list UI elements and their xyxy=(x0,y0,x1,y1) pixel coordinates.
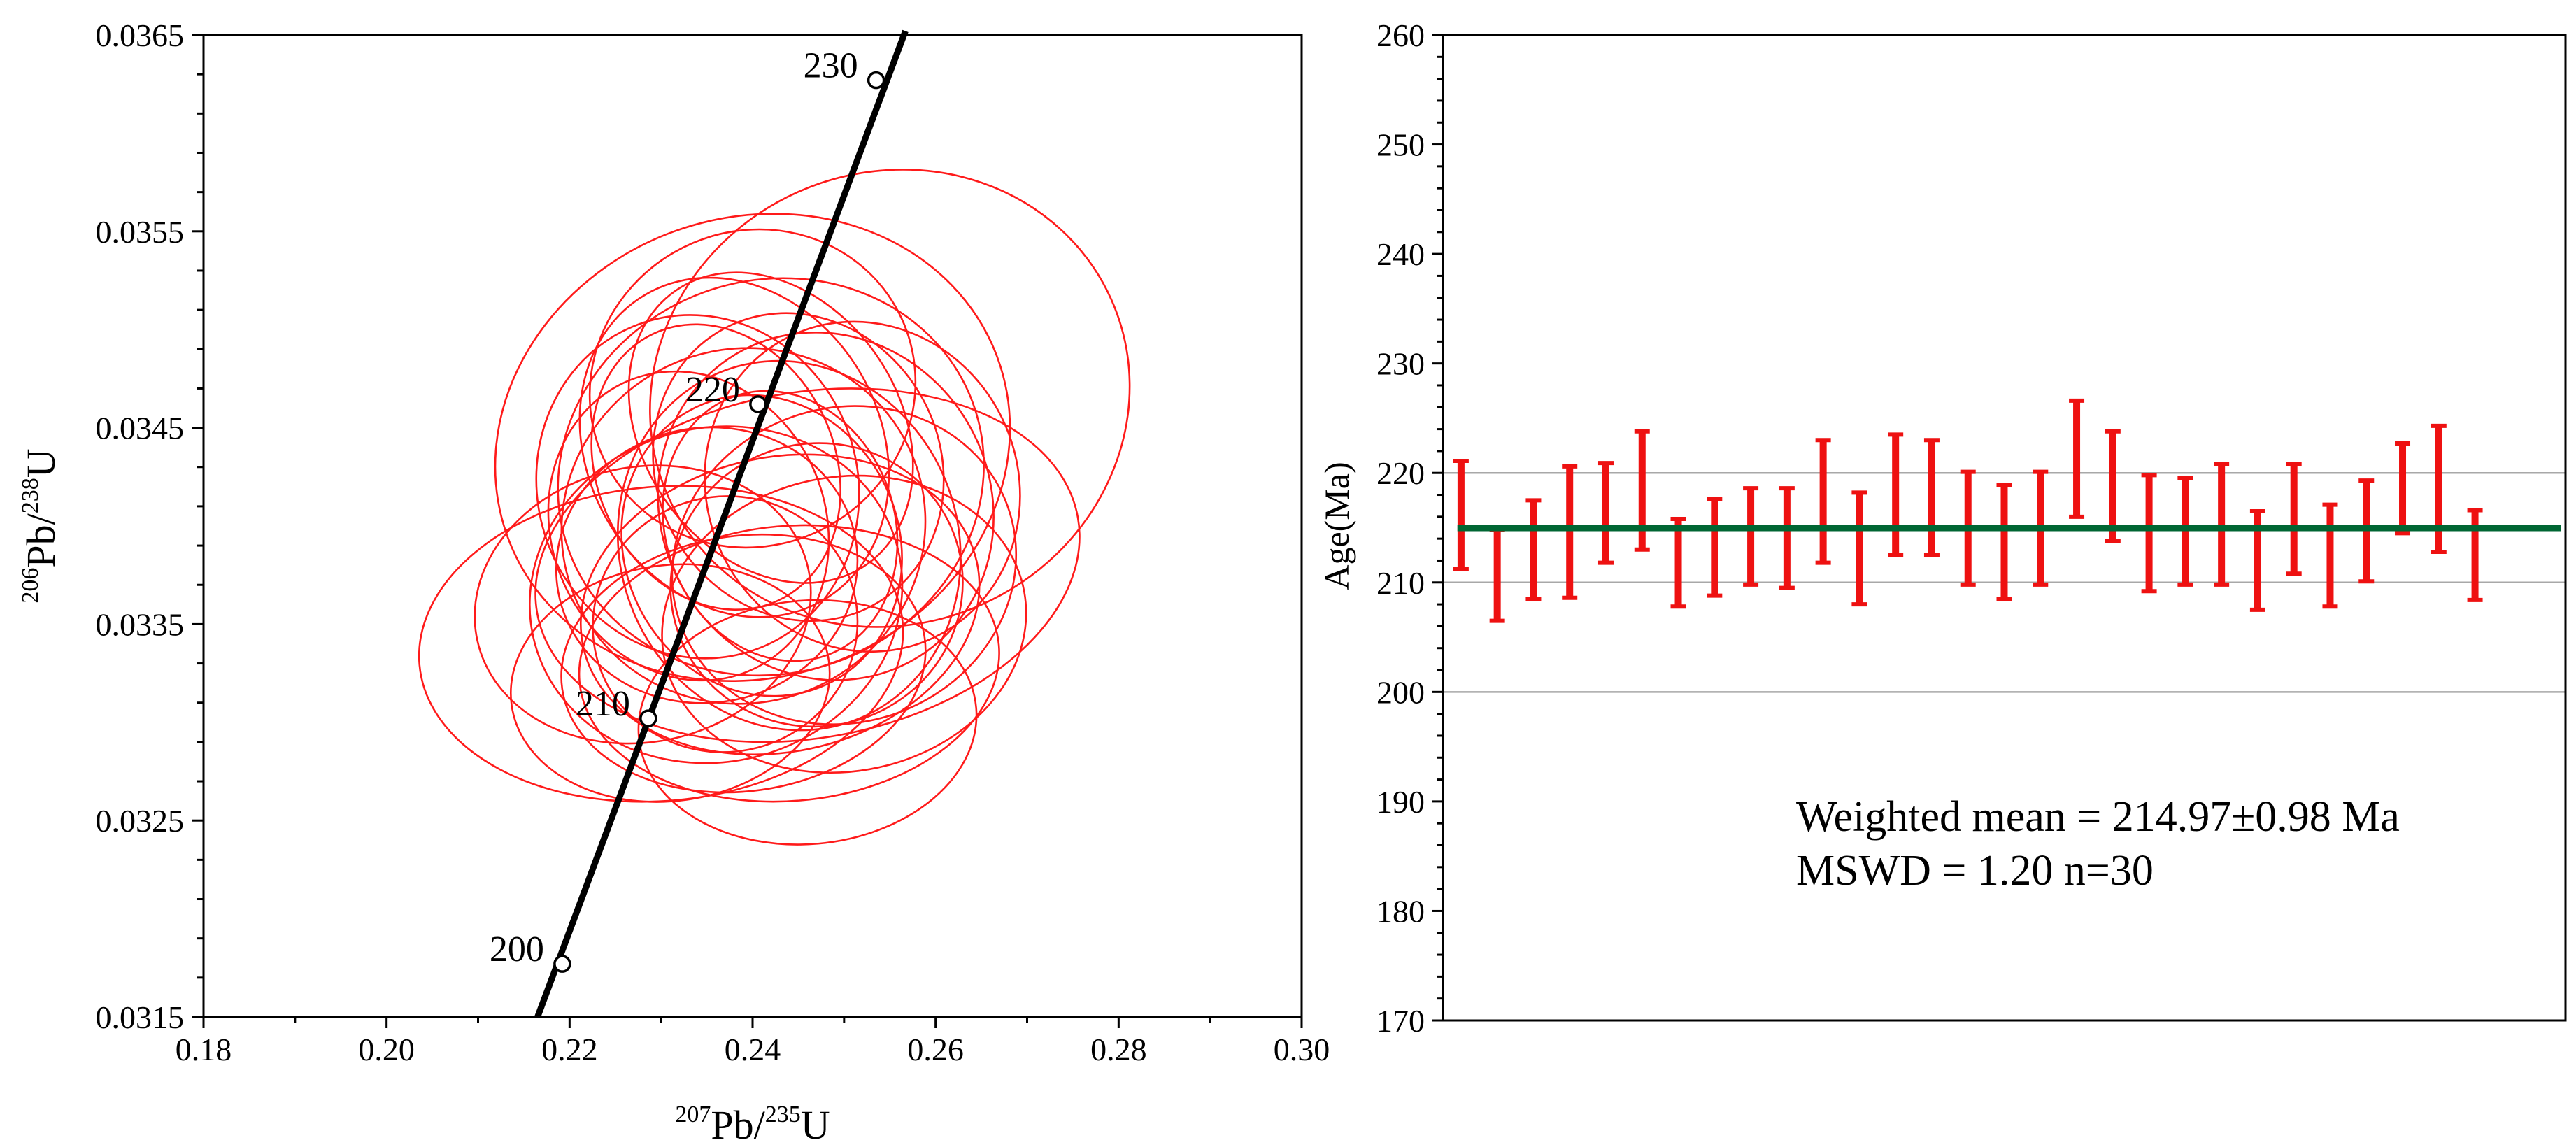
concordia-age-marker xyxy=(749,395,767,413)
weighted-mean-y-ticks: 170 180 190 200 210 220 230 240 250 260 xyxy=(1376,17,1443,1039)
concordia-x-tick-label: 0.24 xyxy=(725,1032,781,1067)
concordia-x-tick-label: 0.30 xyxy=(1274,1032,1330,1067)
age-error-bar xyxy=(1707,497,1723,598)
error-ellipse xyxy=(616,359,962,732)
age-error-bar xyxy=(2431,423,2447,554)
concordia-y-tick-label: 0.0365 xyxy=(96,17,185,53)
age-error-bar xyxy=(2214,462,2230,587)
concordia-x-ticks: 0.18 0.20 0.22 0.24 0.26 0.28 0.30 xyxy=(176,1017,1330,1067)
concordia-x-tick-label: 0.20 xyxy=(358,1032,415,1067)
weighted-mean-y-axis-title: Age(Ma) xyxy=(1317,462,1356,590)
age-error-bar xyxy=(2177,476,2193,587)
age-error-bar xyxy=(2322,502,2338,609)
error-ellipse xyxy=(510,563,831,803)
concordia-y-tick-label: 0.0355 xyxy=(96,214,185,250)
concordia-y-tick-label: 0.0325 xyxy=(96,803,185,839)
error-ellipse xyxy=(560,533,927,794)
concordia-age-markers: 200 210 220 230 xyxy=(490,46,885,973)
weighted-mean-y-tick-label: 170 xyxy=(1376,1003,1425,1039)
age-error-bar xyxy=(1634,429,1650,552)
concordia-age-marker xyxy=(553,955,571,973)
age-error-bar xyxy=(1670,516,1686,609)
error-ellipse xyxy=(649,169,1131,628)
weighted-mean-plot-frame xyxy=(1442,34,2567,1022)
weighted-mean-y-tick-label: 190 xyxy=(1376,784,1425,820)
error-ellipse xyxy=(547,370,830,682)
weighted-mean-y-tick-label: 180 xyxy=(1376,893,1425,929)
age-error-bar xyxy=(1743,486,1759,587)
weighted-mean-y-tick-label: 220 xyxy=(1376,455,1425,491)
concordia-ellipses xyxy=(418,169,1131,846)
concordia-y-tick-label: 0.0345 xyxy=(96,411,185,446)
concordia-x-tick-label: 0.26 xyxy=(907,1032,964,1067)
error-ellipse xyxy=(661,474,1027,774)
error-ellipse xyxy=(590,323,841,611)
age-error-bar xyxy=(1815,438,1831,565)
weighted-mean-plot: 170 180 190 200 210 220 230 240 250 260 Age(Ma) W… xyxy=(1317,17,2567,1039)
mswd-annotation: MSWD = 1.20 n=30 xyxy=(1796,847,2154,895)
weighted-mean-y-tick-label: 250 xyxy=(1376,127,1425,163)
concordia-y-tick-label: 0.0315 xyxy=(96,999,185,1035)
error-ellipse xyxy=(662,390,899,662)
weighted-mean-annotation: Weighted mean = 214.97±0.98 Ma xyxy=(1796,793,2400,841)
weighted-mean-y-tick-label: 240 xyxy=(1376,236,1425,272)
error-ellipse xyxy=(669,442,964,728)
age-error-bar xyxy=(1888,432,1904,557)
concordia-x-axis-title: 207Pb/235U xyxy=(675,1102,830,1147)
age-error-bar xyxy=(2395,441,2411,536)
age-error-bar xyxy=(2141,473,2157,594)
error-ellipse xyxy=(534,387,1081,743)
age-error-bar xyxy=(1562,464,1578,600)
error-ellipse xyxy=(578,524,1000,803)
error-ellipse xyxy=(578,276,890,618)
concordia-age-label: 220 xyxy=(685,370,740,410)
concordia-age-marker xyxy=(867,71,885,90)
error-ellipse xyxy=(620,394,903,697)
age-error-bar xyxy=(2467,508,2483,602)
error-ellipse xyxy=(627,271,914,584)
concordia-y-tick-label: 0.0335 xyxy=(96,606,185,642)
concordia-age-label: 210 xyxy=(576,684,630,724)
concordia-age-marker xyxy=(639,709,657,727)
concordia-plot: 0.18 0.20 0.22 0.24 0.26 0.28 0.30 0.0315 0.032… xyxy=(17,17,1330,1147)
age-error-bar xyxy=(1779,486,1795,590)
concordia-x-tick-label: 0.22 xyxy=(541,1032,598,1067)
concordia-age-label: 200 xyxy=(490,929,544,969)
error-ellipse xyxy=(560,347,927,705)
weighted-mean-y-tick-label: 260 xyxy=(1376,17,1425,53)
concordia-curve xyxy=(534,29,909,1018)
age-error-bar xyxy=(1489,527,1505,623)
age-error-bar xyxy=(2105,429,2121,543)
concordia-x-tick-label: 0.28 xyxy=(1090,1032,1147,1067)
age-error-bar xyxy=(1996,483,2012,601)
age-error-bar xyxy=(1525,498,1542,601)
error-ellipse xyxy=(592,495,859,753)
weighted-mean-y-tick-label: 200 xyxy=(1376,674,1425,710)
weighted-mean-y-tick-label: 210 xyxy=(1376,565,1425,601)
weighted-mean-y-tick-label: 230 xyxy=(1376,346,1425,382)
concordia-plot-frame xyxy=(202,34,1303,1018)
error-ellipse xyxy=(588,228,917,549)
age-error-bar xyxy=(1453,459,1469,571)
error-ellipse xyxy=(580,453,981,756)
concordia-age-label: 230 xyxy=(804,46,858,86)
weighted-mean-error-bars xyxy=(1453,398,2483,623)
age-error-bar xyxy=(2069,398,2085,519)
concordia-x-tick-label: 0.18 xyxy=(176,1032,232,1067)
age-error-bar xyxy=(1597,461,1614,565)
error-ellipse xyxy=(474,464,812,745)
concordia-y-axis-title: 206Pb/238U xyxy=(17,448,64,603)
concordia-y-ticks: 0.0315 0.0325 0.0335 0.0345 0.0355 0.0365 xyxy=(96,17,204,1035)
error-ellipse xyxy=(557,277,985,677)
age-error-bar xyxy=(2286,462,2302,576)
age-error-bar xyxy=(1851,490,1867,607)
age-error-bar xyxy=(1923,438,1940,557)
